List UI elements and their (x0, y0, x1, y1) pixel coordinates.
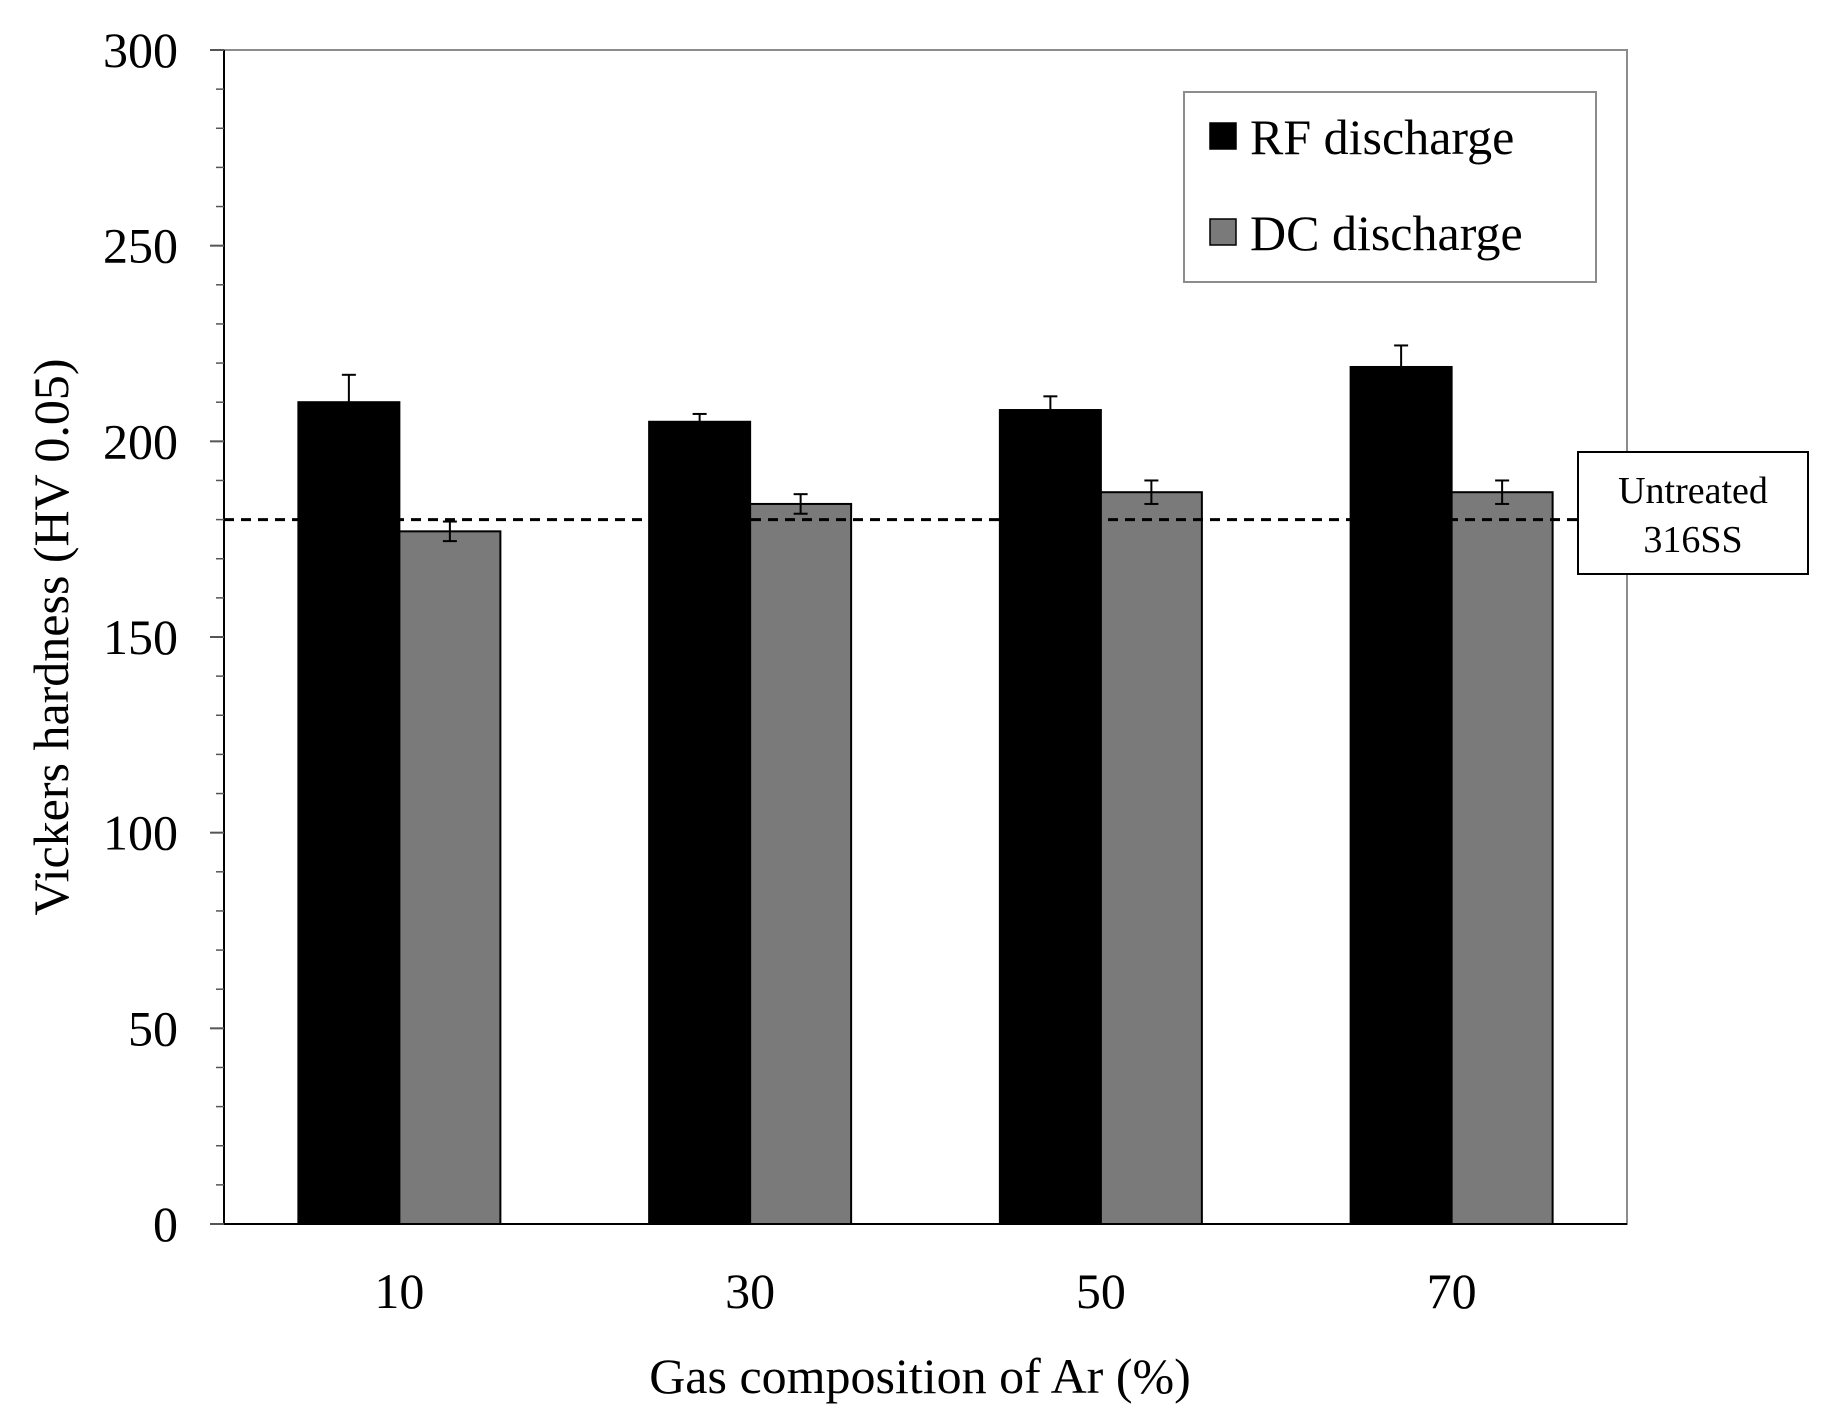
error-bar-rf-70 (1394, 344, 1409, 390)
error-bar-dc-50 (1144, 479, 1159, 505)
error-bar-dc-10 (442, 520, 457, 543)
y-tick-label-100: 100 (103, 805, 178, 861)
x-tick-label-10: 10 (374, 1263, 424, 1319)
reference-label-line-2: 316SS (1643, 519, 1742, 561)
legend-label-dc: DC discharge (1250, 205, 1523, 261)
legend-label-rf: RF discharge (1250, 109, 1514, 165)
y-tick-label-150: 150 (103, 609, 178, 665)
y-axis-label: Vickers hardness (HV 0.05) (23, 358, 79, 915)
y-tick-label-50: 50 (128, 1000, 178, 1056)
x-tick-label-30: 30 (725, 1263, 775, 1319)
x-tick-label-70: 70 (1427, 1263, 1477, 1319)
legend-swatch-rf (1209, 122, 1237, 150)
bar-rf-10 (297, 401, 401, 1225)
error-bar-rf-30 (692, 412, 707, 431)
legend-swatch-dc (1209, 218, 1237, 246)
reference-label-line-1: Untreated (1618, 470, 1768, 512)
x-axis-label: Gas composition of Ar (%) (649, 1348, 1191, 1404)
y-tick-label-0: 0 (153, 1196, 178, 1252)
error-bar-dc-30 (793, 493, 808, 515)
axes-layer (210, 49, 1627, 1225)
tick-labels-layer: 10 30 50 70 0 50 100 150 200 250 300 (103, 22, 1477, 1319)
y-tick-label-200: 200 (103, 413, 178, 469)
bar-rf-70 (1349, 365, 1453, 1226)
legend-box (1183, 91, 1597, 283)
bar-dc-10 (398, 530, 502, 1225)
y-tick-label-300: 300 (103, 22, 178, 78)
reference-annotation: Untreated 316SS (1577, 451, 1809, 575)
error-bars-layer (341, 344, 1510, 543)
legend: RF discharge DC discharge (1183, 91, 1597, 283)
bar-dc-30 (749, 502, 853, 1225)
error-bar-rf-50 (1043, 395, 1058, 425)
bar-rf-50 (998, 409, 1102, 1225)
error-bar-dc-70 (1495, 479, 1510, 505)
bar-dc-50 (1099, 491, 1203, 1225)
error-bar-rf-10 (341, 373, 356, 431)
bar-dc-70 (1450, 491, 1554, 1225)
reference-annotation-box (1577, 451, 1809, 575)
bar-rf-30 (648, 420, 752, 1225)
x-tick-label-50: 50 (1076, 1263, 1126, 1319)
y-tick-label-250: 250 (103, 218, 178, 274)
bars-layer (297, 365, 1554, 1226)
